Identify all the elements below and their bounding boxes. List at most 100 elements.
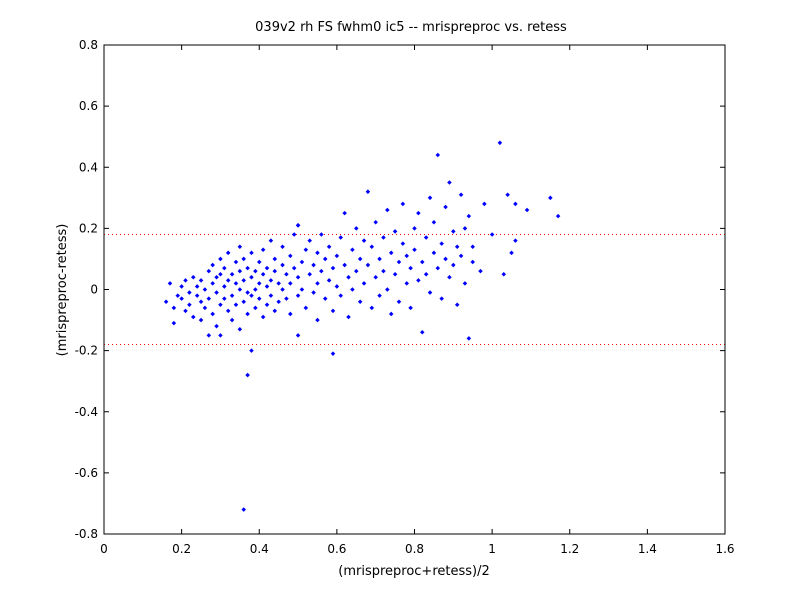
data-point <box>233 302 239 308</box>
x-tick-label: 0.6 <box>327 542 346 556</box>
data-point <box>319 268 324 274</box>
data-point <box>451 262 456 268</box>
data-point <box>423 271 429 277</box>
data-point <box>319 232 324 237</box>
data-point <box>272 256 278 262</box>
data-point <box>268 238 274 243</box>
data-point <box>373 275 378 280</box>
data-point <box>388 250 394 256</box>
data-point <box>447 180 452 185</box>
data-point <box>218 256 223 262</box>
chart-title: 039v2 rh FS fwhm0 ic5 -- mrispreproc vs.… <box>255 20 567 35</box>
data-point <box>280 287 285 292</box>
data-point <box>513 201 518 207</box>
data-point <box>381 268 386 274</box>
data-point <box>245 311 250 317</box>
x-axis-label: (mrispreproc+retess)/2 <box>338 564 490 579</box>
data-point <box>315 317 320 323</box>
data-point <box>396 299 402 304</box>
data-point <box>435 152 441 158</box>
data-point <box>264 265 270 271</box>
data-point <box>478 268 483 274</box>
data-point <box>198 317 204 323</box>
data-point <box>245 290 250 295</box>
data-point <box>268 293 274 298</box>
data-point <box>373 219 378 225</box>
y-tick-label: 0.8 <box>79 38 98 52</box>
y-tick-label: 0 <box>90 283 98 297</box>
data-point <box>241 278 246 283</box>
y-tick-label: 0.6 <box>79 99 98 113</box>
data-point <box>311 262 316 268</box>
data-point <box>404 253 410 259</box>
data-point <box>439 296 444 301</box>
data-point <box>280 244 285 249</box>
data-point <box>427 290 433 295</box>
data-point <box>392 271 398 277</box>
data-point <box>466 336 472 341</box>
data-point <box>419 259 425 265</box>
data-point <box>253 305 258 311</box>
data-point <box>513 238 518 243</box>
data-point <box>470 259 475 265</box>
data-point <box>280 262 285 268</box>
data-point <box>330 265 336 271</box>
data-point <box>400 201 406 207</box>
data-point <box>218 302 223 308</box>
data-point <box>299 259 305 265</box>
data-point <box>253 287 258 292</box>
x-tick-label: 0.4 <box>250 542 269 556</box>
data-point <box>501 271 507 277</box>
data-point <box>346 314 351 320</box>
x-tick-label: 0.8 <box>405 542 424 556</box>
data-point <box>350 247 355 253</box>
data-point <box>388 311 394 317</box>
data-point <box>334 284 340 289</box>
data-point <box>466 213 472 219</box>
data-point <box>555 213 561 219</box>
data-point <box>412 247 417 253</box>
data-point <box>198 278 204 283</box>
data-point <box>214 323 219 329</box>
data-point <box>233 259 239 265</box>
data-point <box>303 305 309 311</box>
data-point <box>377 256 382 262</box>
data-point <box>408 305 413 311</box>
data-point <box>322 256 328 262</box>
data-point <box>241 256 246 262</box>
data-point <box>183 308 188 314</box>
data-point <box>299 287 305 292</box>
data-point <box>357 256 363 262</box>
y-tick-label: -0.4 <box>75 405 98 419</box>
data-point <box>237 268 243 274</box>
data-point <box>423 235 429 240</box>
data-point <box>482 201 487 207</box>
data-point <box>412 226 417 231</box>
data-point <box>330 351 336 356</box>
data-point <box>369 305 375 311</box>
data-point <box>191 314 196 320</box>
data-point <box>431 250 437 256</box>
data-point <box>365 262 371 268</box>
data-point <box>451 229 456 234</box>
data-point <box>237 244 243 249</box>
data-point <box>245 372 250 378</box>
data-point <box>497 140 503 146</box>
data-point <box>210 311 215 317</box>
data-point <box>272 268 278 274</box>
data-point <box>202 305 208 311</box>
data-point <box>322 296 328 301</box>
data-point <box>548 195 553 201</box>
data-point <box>295 223 301 228</box>
data-point <box>210 281 215 286</box>
data-point <box>222 284 227 289</box>
data-point <box>396 259 402 265</box>
data-point <box>179 296 184 301</box>
x-tick-label: 1.4 <box>638 542 657 556</box>
data-point <box>458 192 464 198</box>
y-tick-label: -0.8 <box>75 527 98 541</box>
data-point <box>315 281 320 286</box>
data-point <box>509 250 514 256</box>
data-point <box>462 226 468 231</box>
data-point <box>361 281 367 286</box>
